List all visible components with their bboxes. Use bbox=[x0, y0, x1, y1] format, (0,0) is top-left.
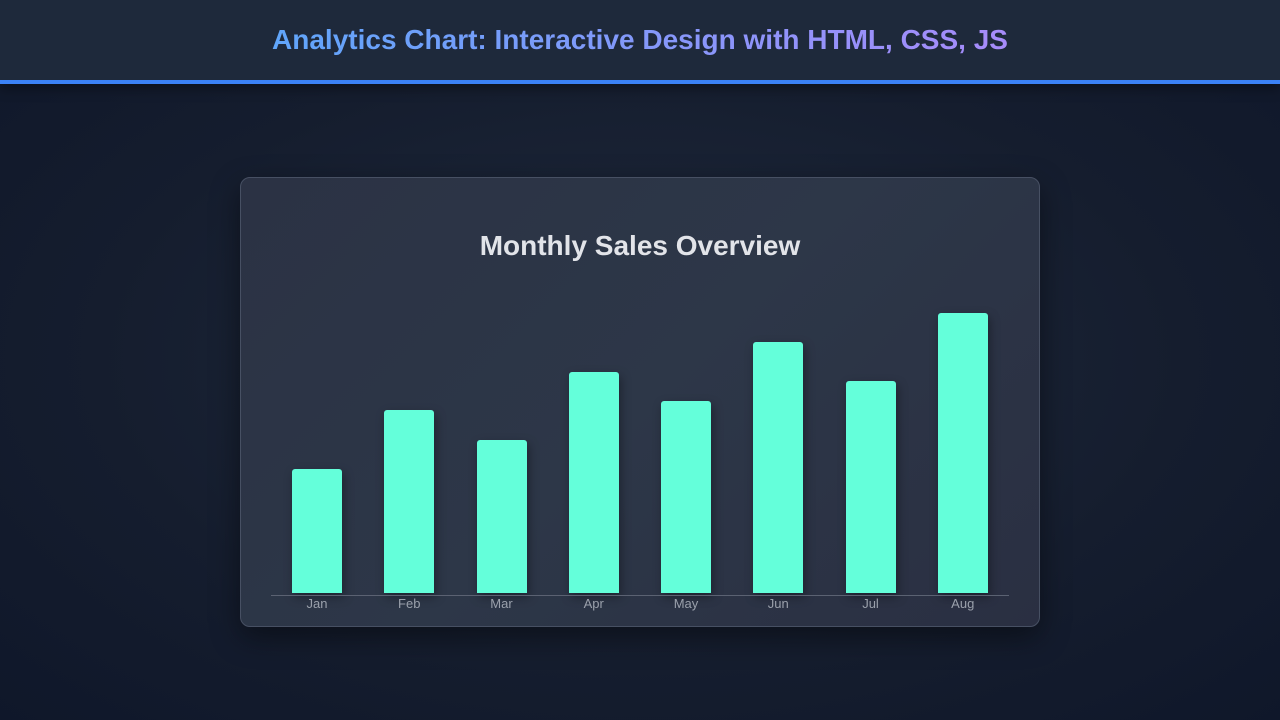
bar-jun[interactable] bbox=[753, 342, 804, 593]
x-tick-label: Jan bbox=[306, 596, 328, 611]
x-tick-label: Apr bbox=[583, 596, 604, 611]
bar-apr[interactable] bbox=[568, 371, 619, 593]
x-tick-label: Aug bbox=[951, 596, 975, 611]
bar-may[interactable] bbox=[661, 401, 711, 593]
bar-mar[interactable] bbox=[476, 439, 527, 593]
bar-column-mar bbox=[456, 298, 548, 593]
bar-column-aug bbox=[917, 298, 1009, 593]
bar-column-jan bbox=[271, 298, 363, 593]
chart-plot-area bbox=[271, 298, 1009, 593]
bar-feb[interactable] bbox=[384, 410, 435, 593]
page-title: Analytics Chart: Interactive Design with… bbox=[272, 24, 1008, 55]
bar-column-may bbox=[640, 298, 732, 593]
x-axis-line bbox=[271, 595, 1009, 596]
bar-column-jul bbox=[825, 298, 917, 593]
bar-column-feb bbox=[363, 298, 455, 593]
x-tick-label: Jun bbox=[767, 596, 789, 611]
bar-column-apr bbox=[548, 298, 640, 593]
chart-card: Monthly Sales Overview Jan Feb Mar Apr May Ju… bbox=[240, 177, 1040, 627]
x-tick-label: Feb bbox=[398, 596, 421, 611]
x-tick-label: Jul bbox=[862, 596, 879, 611]
x-tick-label: Mar bbox=[490, 596, 513, 611]
bar-jul[interactable] bbox=[845, 380, 896, 593]
x-tick-label: May bbox=[673, 596, 699, 611]
chart-title: Monthly Sales Overview bbox=[479, 230, 801, 261]
page-header: Analytics Chart: Interactive Design with… bbox=[0, 0, 1280, 84]
bar-aug[interactable] bbox=[937, 312, 988, 593]
bar-jan[interactable] bbox=[292, 469, 342, 593]
bar-column-jun bbox=[732, 298, 824, 593]
